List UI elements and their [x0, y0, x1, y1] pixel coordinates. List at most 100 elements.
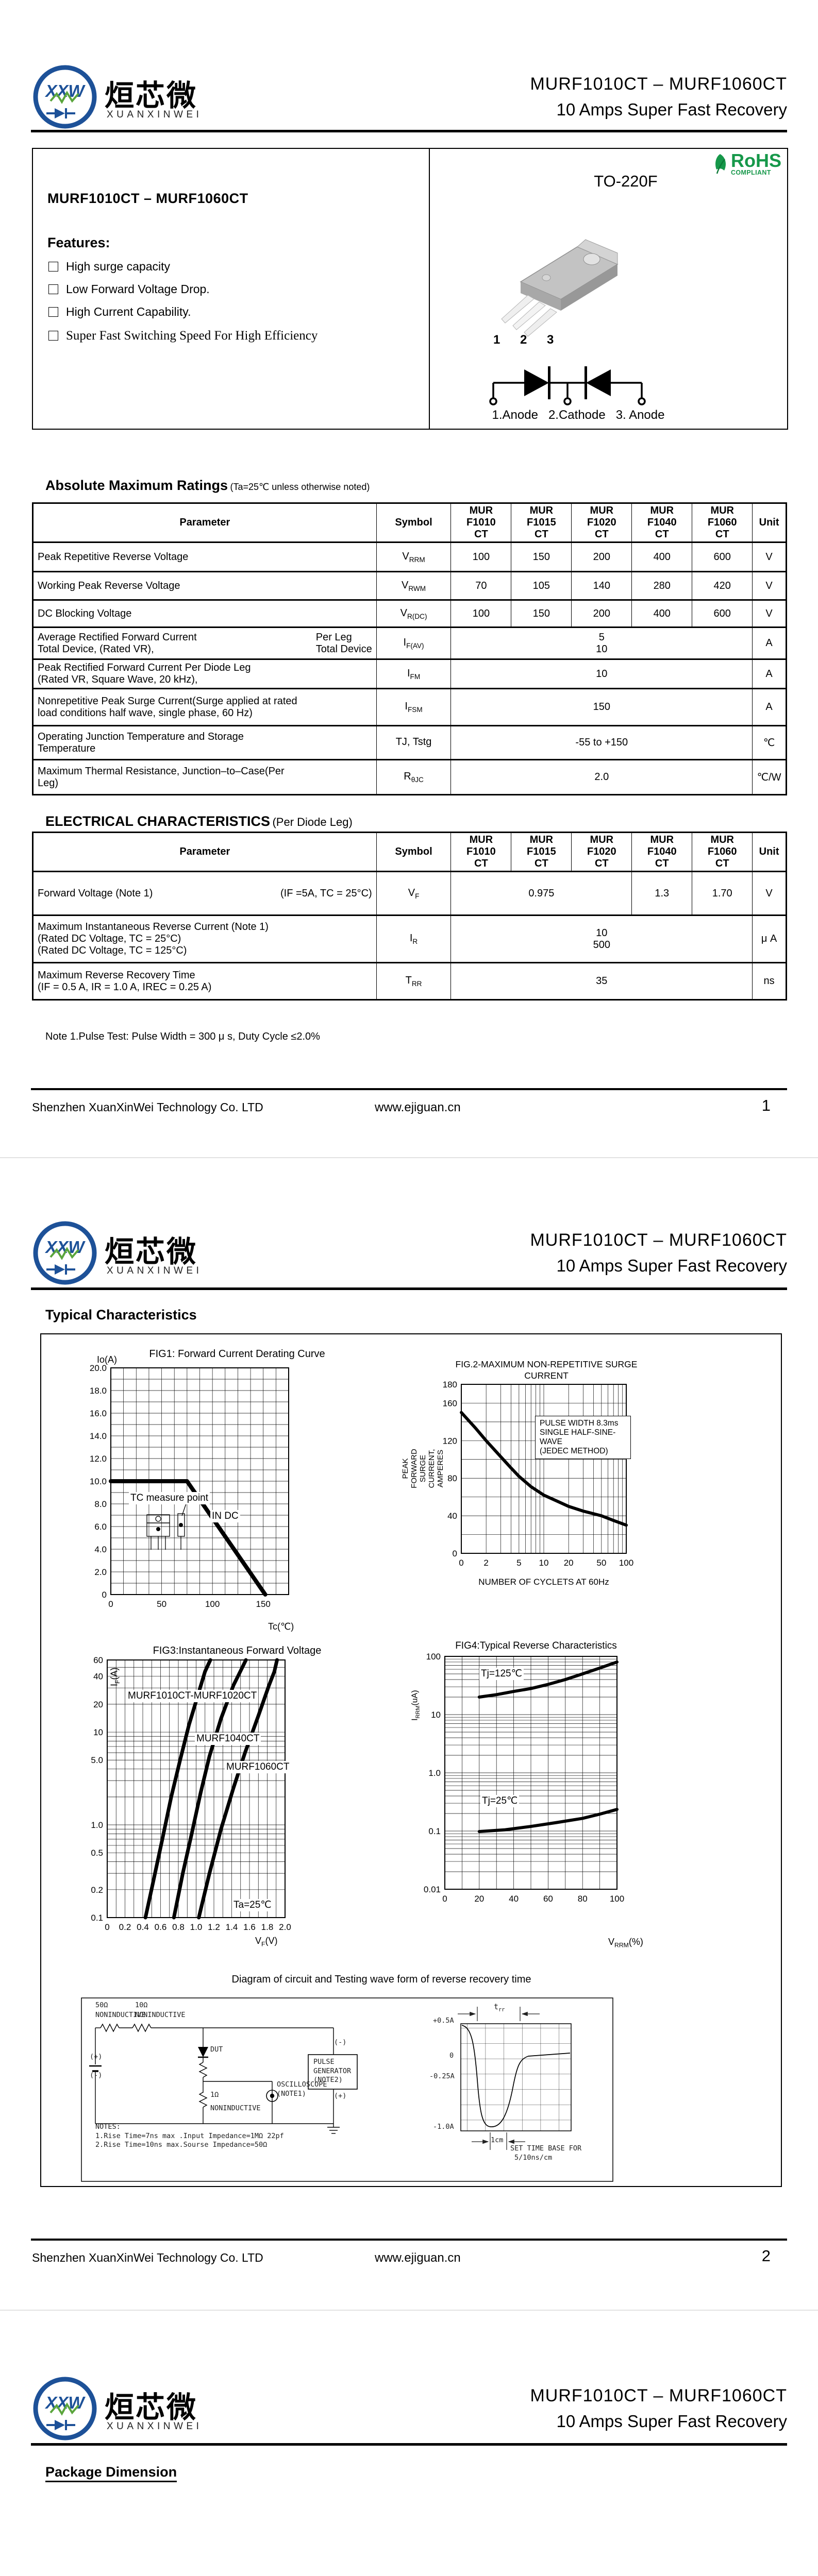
table-row: Working Peak Reverse Voltage VRWM 70 105 … [32, 571, 787, 600]
svg-text:20: 20 [474, 1894, 484, 1904]
package-name: TO-220F [594, 172, 658, 190]
svg-text:120: 120 [443, 1436, 457, 1446]
checkbox-icon [48, 307, 58, 317]
svg-text:80: 80 [447, 1473, 457, 1483]
svg-text:12.0: 12.0 [90, 1454, 107, 1464]
svg-text:0.1: 0.1 [91, 1913, 103, 1923]
table-row: DC Blocking Voltage VR(DC) 100 150 200 400… [32, 599, 787, 628]
footer-rule [31, 2239, 787, 2241]
svg-text:2: 2 [483, 1558, 488, 1568]
doc-title-part-range: MURF1010CT – MURF1060CT [530, 74, 787, 94]
fig1-tc-measure-annotation: TC measure point [129, 1492, 210, 1504]
feature-item: High surge capacity [48, 259, 170, 274]
electrical-characteristics-heading: ELECTRICAL CHARACTERISTICS (Per Diode Le… [45, 814, 353, 829]
resistor-10-label: 10Ω [135, 2001, 148, 2009]
oscilloscope-label: OSCILLOSCOPE (NOTE1) [277, 2080, 327, 2098]
characteristics-box [40, 1333, 782, 2187]
svg-text:0.2: 0.2 [119, 1922, 131, 1932]
pulse-test-note: Note 1.Pulse Test: Pulse Width = 300 μ s… [45, 1031, 320, 1042]
svg-text:0.5: 0.5 [91, 1848, 103, 1858]
fig1-y-axis-label: Io(A) [97, 1354, 118, 1365]
typical-characteristics-heading: Typical Characteristics [45, 1307, 197, 1323]
page-footer: Shenzhen XuanXinWei Technology Co. LTD w… [0, 1096, 818, 1122]
svg-text:1.4: 1.4 [226, 1922, 238, 1932]
page-footer: Shenzhen XuanXinWei Technology Co. LTD w… [0, 2247, 818, 2273]
fig1-derating-curve-chart: 0 50 100 150 20.0 18.0 16.0 14.0 12.0 10.0 8.0 6.0 4… [90, 1363, 289, 1609]
footer-website: www.ejiguan.cn [375, 1100, 461, 1114]
doc-title-part-range: MURF1010CT – MURF1060CT [530, 2386, 787, 2405]
fig3-curve3-label: MURF1060CT [225, 1761, 291, 1773]
diagram-notes: NOTES: 1.Rise Time=7ns max .Input Impeda… [95, 2123, 284, 2149]
noninductive-label: NONINDUCTIVE [95, 2011, 146, 2019]
footer-website: www.ejiguan.cn [375, 2251, 461, 2265]
fig3-forward-voltage-chart: 0 0.2 0.4 0.6 0.8 1.0 1.2 1.4 1.6 1.8 2.0 60 40 20 10 5… [91, 1655, 291, 1932]
doc-title-description: 10 Amps Super Fast Recovery [556, 1256, 787, 1275]
wf-timebase-label1: SET TIME BASE FOR [510, 2144, 582, 2153]
table-row: Nonrepetitive Peak Surge Current(Surge a… [32, 688, 787, 726]
page-separator-1 [0, 1157, 818, 1158]
svg-text:180: 180 [443, 1380, 457, 1389]
fig4-x-axis-label: VRRM(%) [608, 1937, 643, 1949]
pulse-generator-label: PULSE GENERATOR (NOTE2) [313, 2058, 352, 2084]
box-divider [429, 149, 430, 429]
svg-text:5: 5 [516, 1558, 521, 1568]
svg-text:2.0: 2.0 [279, 1922, 291, 1932]
fig1-title: FIG1: Forward Current Derating Curve [149, 1348, 325, 1360]
svg-text:0.8: 0.8 [172, 1922, 185, 1932]
svg-text:1.0: 1.0 [428, 1768, 441, 1778]
pin-legend: 1.Anode 2.Cathode 3. Anode [492, 408, 665, 422]
fig4-reverse-characteristics-chart: 0 20 40 60 80 100 100 10 1.0 0.1 0.01 [424, 1652, 624, 1904]
svg-text:0.4: 0.4 [137, 1922, 149, 1932]
svg-text:50: 50 [596, 1558, 606, 1568]
checkbox-icon [48, 261, 58, 272]
svg-text:10: 10 [93, 1727, 103, 1737]
svg-text:100: 100 [610, 1894, 624, 1904]
feature-item: Low Forward Voltage Drop. [48, 282, 210, 297]
wf-timebase-label2: 5/10ns/cm [514, 2154, 553, 2162]
diagram-caption: Diagram of circuit and Testing wave form… [231, 1974, 531, 1985]
fig4-tj125-label: Tj=125℃ [479, 1668, 524, 1680]
company-logo: XXW [33, 1221, 97, 1285]
svg-text:1.6: 1.6 [243, 1922, 256, 1932]
logo-romanized: XUANXINWEI [107, 2421, 203, 2432]
wf-zero-label: 0 [449, 2052, 454, 2060]
electrical-characteristics-table: Parameter Symbol MUR F1010 CT MUR F1015 CT… [32, 832, 787, 1001]
svg-text:40: 40 [509, 1894, 519, 1904]
svg-text:20.0: 20.0 [90, 1363, 107, 1373]
fig1-in-dc-annotation: IN DC [210, 1510, 240, 1522]
dual-diode-symbol [489, 366, 646, 405]
fig2-title: FIG.2-MAXIMUM NON-REPETITIVE SURGE CURRE… [455, 1359, 638, 1381]
svg-text:14.0: 14.0 [90, 1431, 107, 1441]
svg-text:0: 0 [453, 1549, 457, 1558]
svg-text:20: 20 [93, 1700, 103, 1709]
fig2-surge-current-chart: 0 2 5 10 20 50 100 180 160 120 80 40 0 [443, 1380, 634, 1568]
rohs-badge: RoHS COMPLIANT [712, 151, 781, 176]
svg-text:1.0: 1.0 [190, 1922, 203, 1932]
fig4-tj25-label: Tj=25℃ [480, 1795, 520, 1807]
pg-plus-label: (+) [334, 2092, 347, 2100]
page-separator-2 [0, 2310, 818, 2311]
checkbox-icon [48, 284, 58, 294]
fig3-y-axis-label: IF(A) [109, 1667, 121, 1687]
svg-text:0.01: 0.01 [424, 1885, 441, 1894]
pin-numbers: 1 2 3 [493, 333, 562, 347]
abs-max-heading: Absolute Maximum Ratings (Ta=25℃ unless … [45, 478, 370, 493]
svg-text:60: 60 [543, 1894, 553, 1904]
doc-title-description: 10 Amps Super Fast Recovery [556, 100, 787, 119]
fig1-x-axis-label: Tc(℃) [268, 1621, 294, 1632]
svg-text:10: 10 [539, 1558, 549, 1568]
recovery-waveform [461, 2025, 571, 2127]
svg-text:50: 50 [157, 1599, 166, 1609]
feature-item: High Current Capability. [48, 304, 191, 319]
dut-label: DUT [210, 2045, 223, 2054]
table-row: Peak Rectified Forward Current Per Diode… [32, 658, 787, 689]
svg-text:20: 20 [564, 1558, 574, 1568]
svg-text:10: 10 [431, 1710, 441, 1720]
footer-company: Shenzhen XuanXinWei Technology Co. LTD [32, 2251, 263, 2264]
svg-text:10.0: 10.0 [90, 1477, 107, 1486]
header-rule [31, 1287, 787, 1290]
fig3-curve1-label: MURF1010CT-MURF1020CT [126, 1690, 259, 1702]
feature-item: Super Fast Switching Speed For High Effi… [48, 328, 318, 344]
fig3-ta-annotation: Ta=25℃ [232, 1899, 273, 1911]
